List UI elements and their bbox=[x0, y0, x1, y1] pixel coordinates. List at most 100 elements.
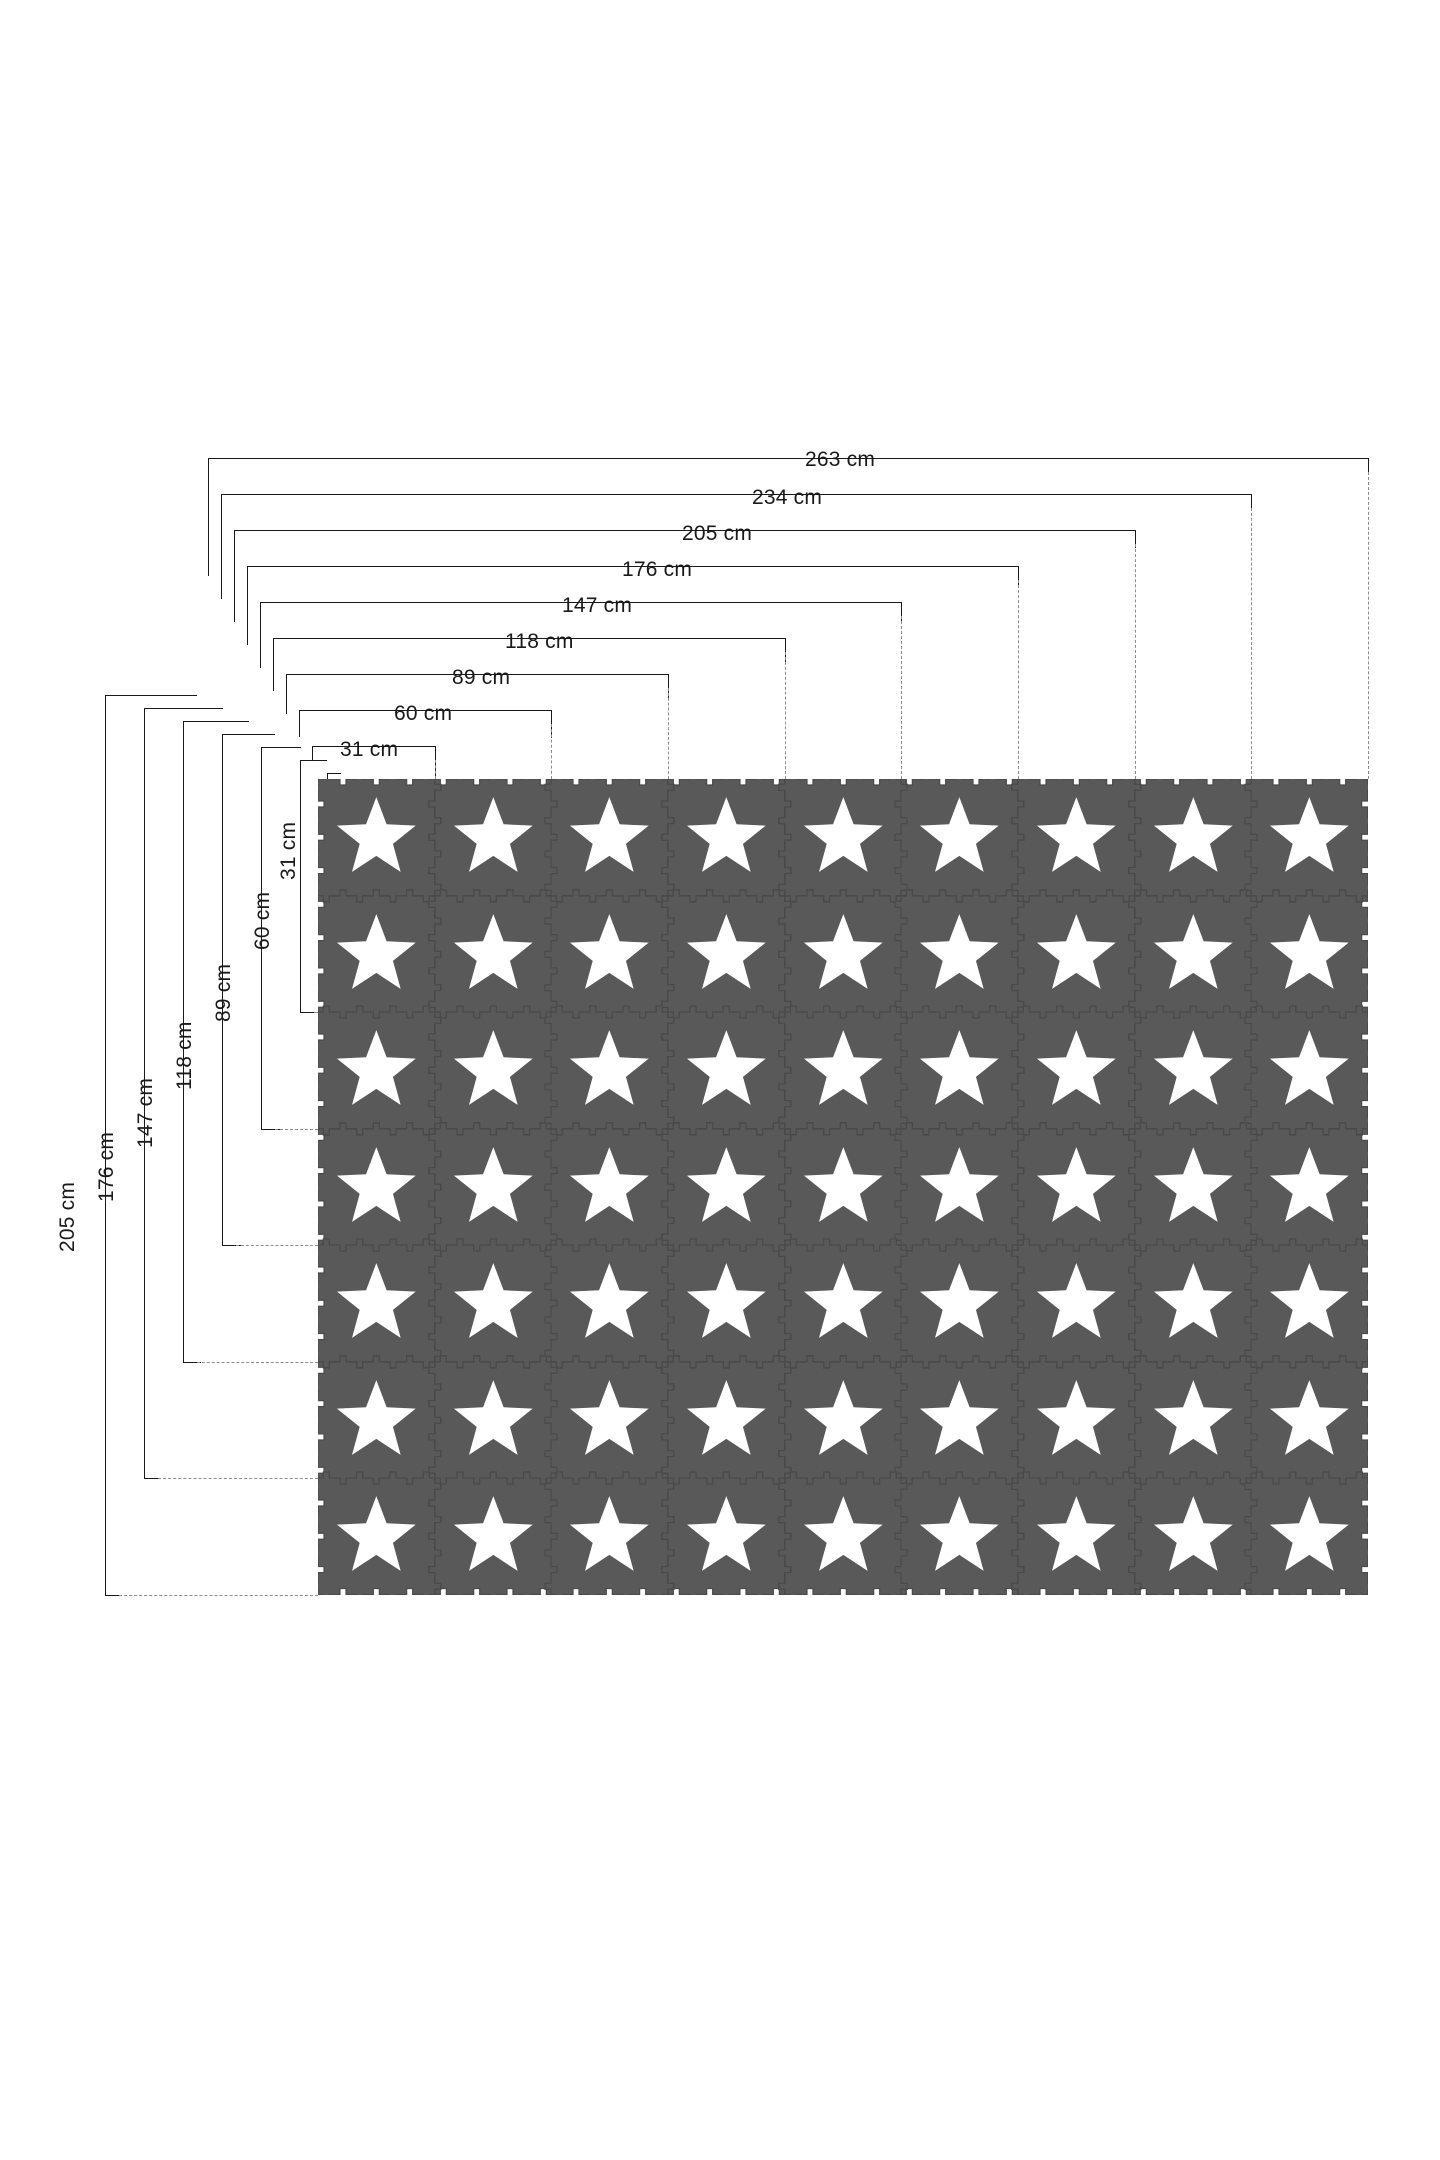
mat-tile bbox=[428, 1122, 559, 1253]
mat-tile bbox=[428, 1471, 559, 1595]
vertical-dim-label-118: 118 cm bbox=[173, 1021, 196, 1090]
dim-tick-bottom-60 bbox=[300, 1012, 324, 1014]
mat-tile bbox=[1244, 1005, 1368, 1136]
dim-guide-v-176 bbox=[1018, 580, 1019, 779]
dim-line-v-205 bbox=[105, 695, 106, 1595]
horizontal-dim-label-118: 118 cm bbox=[505, 630, 574, 653]
mat-tile bbox=[544, 1005, 675, 1136]
mat-tile bbox=[1011, 1471, 1142, 1595]
vertical-dim-label-176: 176 cm bbox=[95, 1131, 118, 1202]
mat-tile bbox=[1011, 1238, 1142, 1369]
dim-tick-left-205 bbox=[234, 530, 235, 622]
mat-tile bbox=[894, 1005, 1025, 1136]
dim-tick-top-89 bbox=[261, 747, 301, 748]
mat-tile bbox=[778, 1005, 909, 1136]
dim-tick-top-60 bbox=[300, 760, 327, 761]
mat-tile bbox=[318, 779, 442, 903]
dim-tick-bottom-147 bbox=[183, 1361, 201, 1363]
dim-tick-left-118 bbox=[273, 638, 274, 691]
mat-tile bbox=[544, 1355, 675, 1486]
mat-tile bbox=[894, 779, 1025, 903]
dim-line-v-147 bbox=[183, 721, 184, 1362]
dim-guide-v-205 bbox=[1134, 544, 1136, 779]
horizontal-dim-label-176: 176 cm bbox=[622, 558, 693, 581]
dim-line-v-118 bbox=[222, 734, 223, 1246]
horizontal-dim-label-234: 234 cm bbox=[752, 486, 823, 509]
dim-line-h-147 bbox=[260, 602, 902, 603]
dim-guide-v-147 bbox=[901, 616, 903, 779]
mat-tile bbox=[778, 779, 909, 903]
mat-tile bbox=[778, 1471, 909, 1595]
mat-tile bbox=[1011, 779, 1142, 903]
dim-tick-top-205 bbox=[105, 695, 197, 696]
mat-tile bbox=[1128, 1355, 1259, 1486]
mat-tile bbox=[661, 888, 792, 1020]
horizontal-dim-label-263: 263 cm bbox=[805, 448, 876, 471]
mat-tile bbox=[1011, 1355, 1142, 1486]
dim-tick-left-147 bbox=[260, 602, 261, 668]
mat-tile bbox=[1244, 1238, 1368, 1369]
mat-tile bbox=[778, 1238, 909, 1369]
mat-tile bbox=[778, 888, 909, 1020]
dim-guide-v-89 bbox=[668, 688, 669, 779]
dim-guide-h-89 bbox=[275, 1128, 318, 1130]
dim-tick-right-263 bbox=[1368, 458, 1369, 472]
dim-line-v-89 bbox=[261, 747, 262, 1129]
dim-guide-v-31 bbox=[434, 760, 436, 779]
dim-line-v-176 bbox=[144, 708, 145, 1479]
horizontal-dim-label-205: 205 cm bbox=[682, 522, 753, 545]
mat-tile bbox=[778, 1355, 909, 1486]
dim-tick-bottom-176 bbox=[144, 1478, 160, 1480]
mat-tile bbox=[661, 1005, 792, 1136]
dim-guide-v-234 bbox=[1251, 508, 1253, 779]
mat-tile bbox=[1244, 779, 1368, 903]
mat-tile bbox=[544, 779, 675, 903]
mat-tile bbox=[318, 1355, 442, 1486]
play-mat bbox=[318, 779, 1368, 1595]
dim-tick-top-118 bbox=[222, 734, 275, 735]
dim-line-h-205 bbox=[234, 530, 1135, 531]
mat-tile bbox=[428, 779, 559, 903]
dim-tick-right-118 bbox=[784, 638, 786, 662]
mat-tile bbox=[318, 888, 442, 1020]
mat-tile bbox=[894, 1355, 1025, 1486]
dim-tick-left-234 bbox=[221, 494, 222, 599]
mat-tile bbox=[661, 1355, 792, 1486]
mat-tile bbox=[1244, 1122, 1368, 1253]
dim-tick-right-89 bbox=[668, 674, 669, 700]
dim-guide-h-60 bbox=[314, 1012, 318, 1014]
horizontal-dim-label-147: 147 cm bbox=[562, 594, 633, 617]
mat-tile bbox=[1128, 1005, 1259, 1136]
dim-guide-v-118 bbox=[784, 652, 786, 779]
mat-tile bbox=[544, 1238, 675, 1369]
mat-tile bbox=[1244, 1471, 1368, 1595]
mat-tile bbox=[894, 1471, 1025, 1595]
dim-line-h-89 bbox=[286, 674, 668, 675]
mat-tile bbox=[1128, 888, 1259, 1020]
vertical-dim-label-60: 60 cm bbox=[251, 891, 274, 950]
mat-tile bbox=[1128, 1471, 1259, 1595]
mat-tile bbox=[894, 1238, 1025, 1369]
mat-tile bbox=[428, 1238, 559, 1369]
vertical-dim-label-31: 31 cm bbox=[277, 821, 300, 880]
horizontal-dim-label-89: 89 cm bbox=[452, 666, 511, 689]
dim-tick-left-31 bbox=[312, 746, 313, 760]
mat-tile bbox=[1128, 1238, 1259, 1369]
vertical-dim-label-89: 89 cm bbox=[212, 963, 235, 1022]
mat-tile bbox=[1128, 1122, 1259, 1253]
horizontal-dim-label-31: 31 cm bbox=[340, 738, 399, 761]
mat-tile bbox=[1011, 888, 1142, 1020]
mat-tile bbox=[544, 1122, 675, 1253]
mat-tile bbox=[1011, 1005, 1142, 1136]
dim-tick-bottom-205 bbox=[105, 1595, 119, 1596]
dim-line-h-176 bbox=[247, 566, 1018, 567]
dim-guide-v-263 bbox=[1368, 472, 1369, 779]
mat-tile bbox=[1011, 1122, 1142, 1253]
mat-tile bbox=[544, 888, 675, 1020]
mat-tile bbox=[318, 1005, 442, 1136]
dim-line-h-263 bbox=[208, 458, 1368, 459]
vertical-dim-label-205: 205 cm bbox=[56, 1181, 79, 1252]
mat-tile bbox=[318, 1122, 442, 1253]
mat-tile bbox=[894, 1122, 1025, 1253]
